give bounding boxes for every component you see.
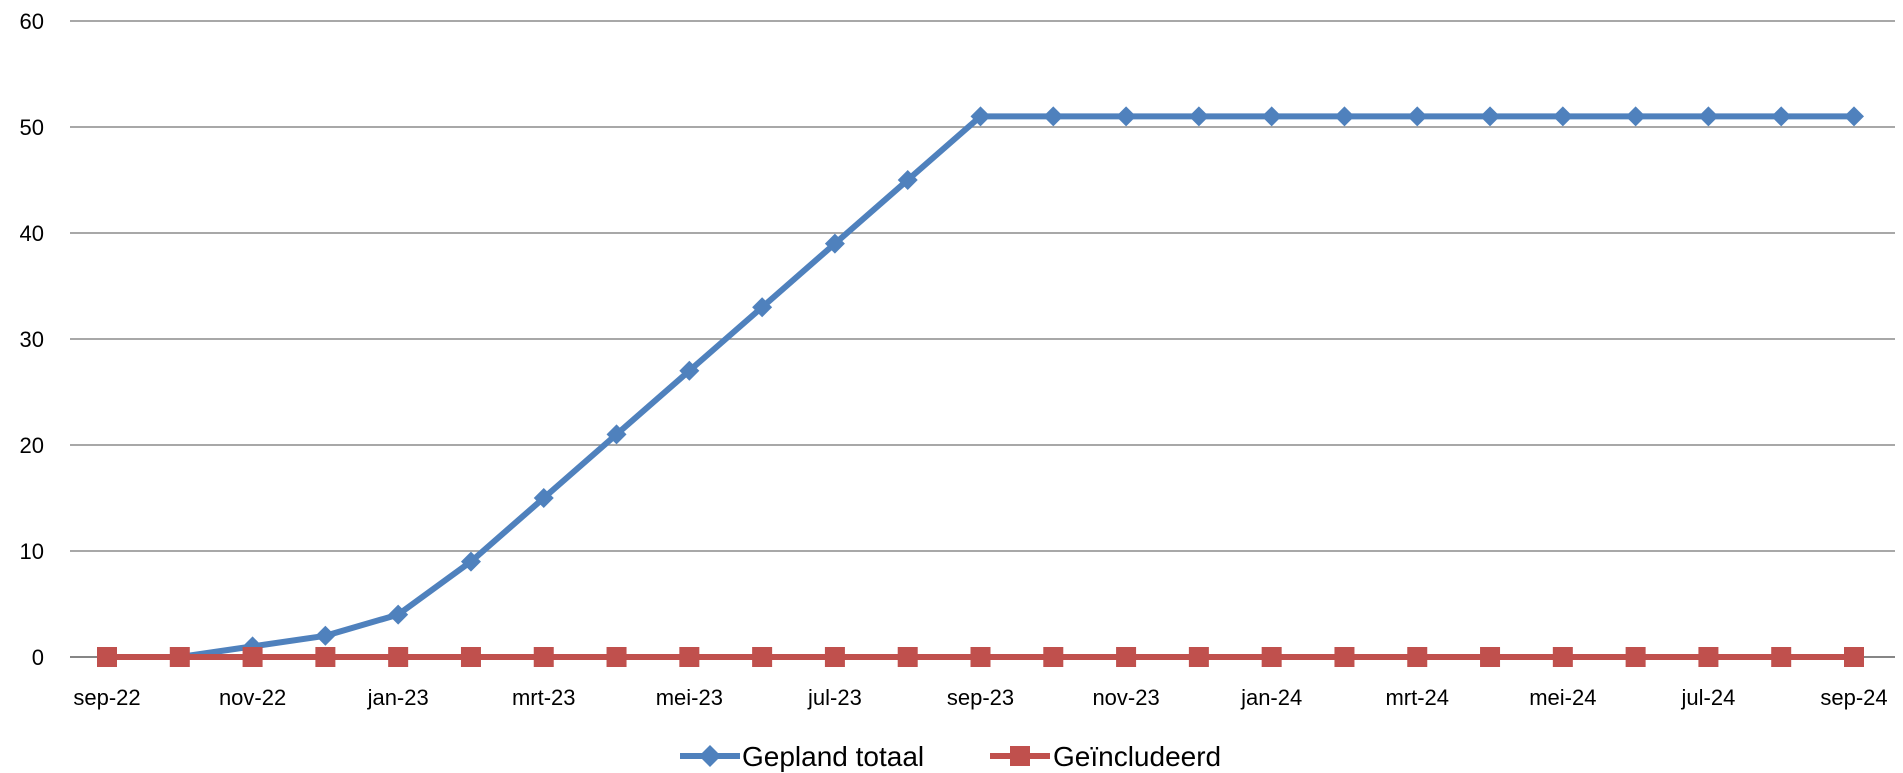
data-point-gepland-totaal [1261,106,1282,127]
data-point-geincludeerd [315,647,336,667]
x-tick-label: nov-23 [1092,685,1159,710]
y-axis-tick-labels: 0 10 20 30 40 50 60 [20,9,44,670]
data-point-gepland-totaal [460,551,481,572]
data-point-gepland-totaal [1771,106,1792,127]
x-axis-tick-labels: sep-22 nov-22 jan-23 mrt-23 mei-23 jul-23 sep-… [73,685,1887,710]
y-tick-label: 10 [20,539,44,564]
data-point-gepland-totaal [824,233,845,254]
data-point-geincludeerd [169,647,190,667]
data-point-geincludeerd [1625,647,1646,667]
y-tick-label: 60 [20,9,44,34]
data-point-geincludeerd [752,647,773,667]
data-point-gepland-totaal [752,297,773,318]
x-tick-label: mrt-23 [512,685,576,710]
data-point-geincludeerd [1698,647,1719,667]
legend-label-geincludeerd: Geïncludeerd [1053,741,1221,772]
legend-item-geincludeerd: Geïncludeerd [990,741,1221,772]
x-tick-label: jul-23 [807,685,862,710]
data-point-gepland-totaal [970,106,991,127]
data-point-geincludeerd [1261,647,1282,667]
data-point-gepland-totaal [388,604,409,625]
x-tick-label: nov-22 [219,685,286,710]
x-tick-label: jan-24 [1240,685,1302,710]
data-point-geincludeerd [388,647,409,667]
data-point-geincludeerd [1552,647,1573,667]
series-gepland-totaal [169,106,1864,667]
x-tick-label: sep-24 [1820,685,1887,710]
data-point-gepland-totaal [1480,106,1501,127]
data-point-gepland-totaal [1625,106,1646,127]
data-point-geincludeerd [533,647,554,667]
data-point-gepland-totaal [1334,106,1355,127]
data-point-geincludeerd [1043,647,1064,667]
y-tick-label: 30 [20,327,44,352]
data-point-gepland-totaal [533,488,554,508]
data-point-geincludeerd [1188,647,1209,667]
data-point-gepland-totaal [1043,106,1064,127]
data-point-gepland-totaal [1844,106,1864,127]
data-point-geincludeerd [970,647,991,667]
y-tick-label: 50 [20,115,44,140]
data-point-gepland-totaal [315,625,336,646]
series-line-gepland-totaal [179,113,1854,660]
data-point-geincludeerd [824,647,845,667]
data-point-gepland-totaal [1188,106,1209,127]
data-point-geincludeerd [679,647,700,667]
data-point-geincludeerd [1844,647,1864,667]
data-point-geincludeerd [1480,647,1501,667]
data-point-gepland-totaal [897,170,918,190]
data-point-geincludeerd [606,647,627,667]
series-geincludeerd [97,647,1864,667]
data-point-geincludeerd [1771,647,1792,667]
legend-marker-geincludeerd [1010,746,1030,766]
x-tick-label: jul-24 [1681,685,1736,710]
legend: Gepland totaal Geïncludeerd [680,741,1221,772]
data-point-geincludeerd [97,647,117,667]
data-point-gepland-totaal [1552,106,1573,127]
x-tick-label: sep-22 [73,685,140,710]
x-tick-label: mrt-24 [1385,685,1449,710]
y-tick-label: 20 [20,433,44,458]
x-tick-label: jan-23 [367,685,429,710]
data-point-gepland-totaal [1698,106,1719,127]
data-point-geincludeerd [1407,647,1428,667]
data-point-gepland-totaal [1407,106,1428,127]
series-layer [97,106,1864,667]
legend-marker-gepland-totaal [699,745,721,767]
x-tick-label: mei-23 [656,685,723,710]
x-tick-label: mei-24 [1529,685,1596,710]
legend-label-gepland-totaal: Gepland totaal [742,741,924,772]
data-point-geincludeerd [1334,647,1355,667]
data-point-geincludeerd [460,647,481,667]
data-point-geincludeerd [1116,647,1137,667]
data-point-geincludeerd [897,647,918,667]
data-point-gepland-totaal [679,360,700,381]
data-point-gepland-totaal [1116,106,1137,127]
y-tick-label: 0 [32,645,44,670]
x-tick-label: sep-23 [947,685,1014,710]
data-point-geincludeerd [242,647,263,667]
data-point-gepland-totaal [606,424,627,445]
legend-item-gepland-totaal: Gepland totaal [680,741,924,772]
y-tick-label: 40 [20,221,44,246]
